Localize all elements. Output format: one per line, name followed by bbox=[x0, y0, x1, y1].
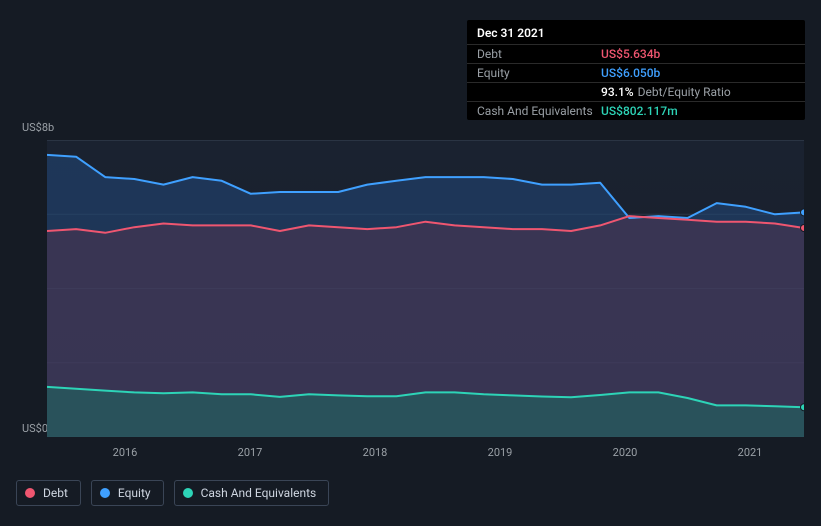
tooltip-row-equity: Equity US$6.050b bbox=[467, 63, 805, 82]
tooltip-label: Cash And Equivalents bbox=[477, 104, 601, 118]
xaxis-tick: 2018 bbox=[363, 446, 388, 459]
swatch-icon bbox=[25, 488, 35, 498]
tooltip-date: Dec 31 2021 bbox=[467, 20, 805, 44]
tooltip-label: Equity bbox=[477, 66, 601, 80]
xaxis-tick: 2017 bbox=[238, 446, 263, 459]
tooltip-ratio-label: Debt/Equity Ratio bbox=[638, 85, 731, 99]
legend-label: Equity bbox=[118, 486, 151, 500]
xaxis-tick: 2016 bbox=[113, 446, 138, 459]
tooltip-value: US$802.117m bbox=[601, 104, 678, 118]
tooltip-panel: Dec 31 2021 Debt US$5.634b Equity US$6.0… bbox=[467, 20, 805, 120]
legend: Debt Equity Cash And Equivalents bbox=[16, 480, 329, 506]
legend-item-debt[interactable]: Debt bbox=[16, 480, 81, 506]
chart-plot[interactable] bbox=[47, 140, 804, 437]
yaxis-tick-bottom: US$0 bbox=[22, 422, 48, 435]
tooltip-value: US$6.050b bbox=[601, 66, 660, 80]
tooltip-row-ratio: 93.1% Debt/Equity Ratio bbox=[467, 82, 805, 101]
legend-label: Debt bbox=[43, 486, 68, 500]
xaxis: 2016 2017 2018 2019 2020 2021 bbox=[47, 446, 804, 462]
legend-item-equity[interactable]: Equity bbox=[91, 480, 164, 506]
tooltip-row-debt: Debt US$5.634b bbox=[467, 44, 805, 63]
tooltip-ratio-value: 93.1% bbox=[601, 85, 634, 99]
xaxis-tick: 2020 bbox=[613, 446, 638, 459]
xaxis-tick: 2019 bbox=[488, 446, 513, 459]
swatch-icon bbox=[100, 488, 110, 498]
tooltip-label: Debt bbox=[477, 47, 601, 61]
tooltip-value: US$5.634b bbox=[601, 47, 660, 61]
tooltip-row-cash: Cash And Equivalents US$802.117m bbox=[467, 101, 805, 120]
chart-svg bbox=[47, 140, 804, 437]
legend-label: Cash And Equivalents bbox=[201, 486, 317, 500]
xaxis-tick: 2021 bbox=[738, 446, 763, 459]
yaxis-tick-top: US$8b bbox=[22, 121, 54, 134]
swatch-icon bbox=[183, 488, 193, 498]
legend-item-cash[interactable]: Cash And Equivalents bbox=[174, 480, 330, 506]
